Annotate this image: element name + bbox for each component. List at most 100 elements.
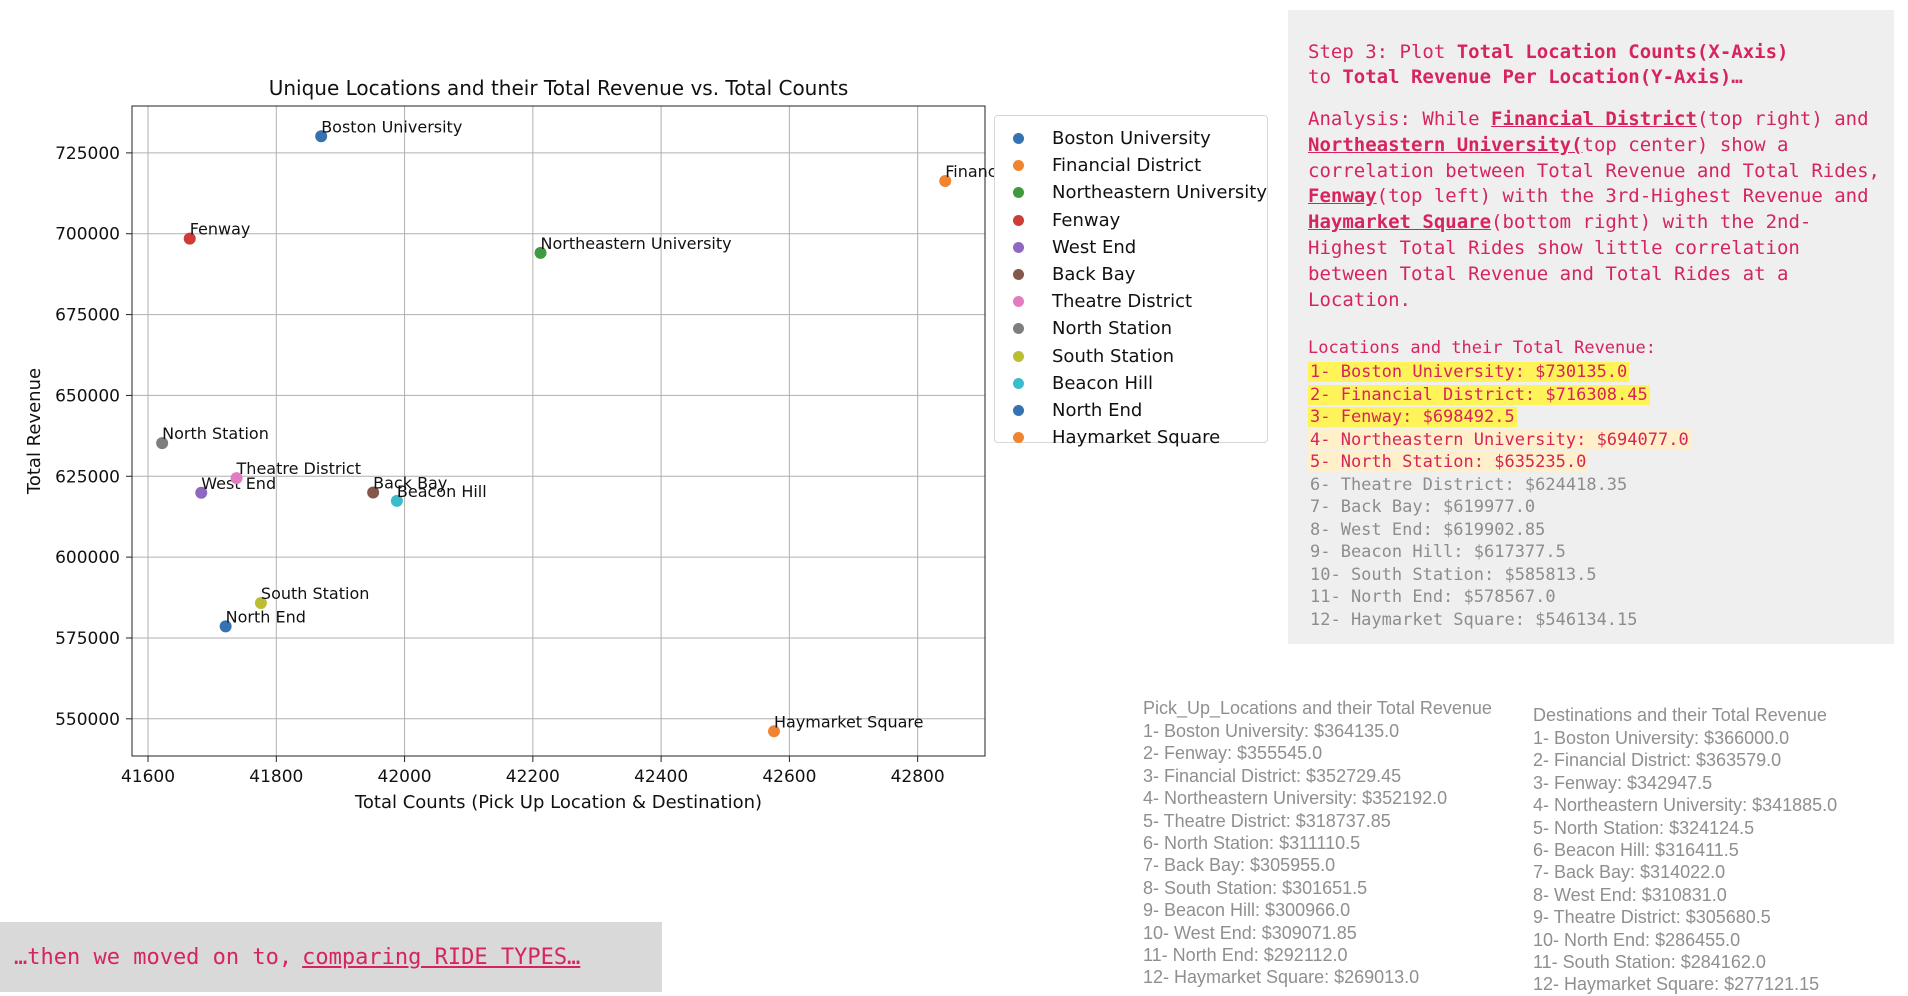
data-point: [219, 620, 232, 633]
data-point: [767, 725, 780, 738]
data-point-label: North End: [226, 607, 306, 626]
data-point-label: North Station: [162, 424, 269, 443]
list-item: 8- South Station: $301651.5: [1143, 877, 1368, 898]
data-point: [230, 472, 243, 485]
list-item: 5- North Station: $324124.5: [1533, 817, 1755, 838]
legend-label: Haymarket Square: [1052, 427, 1221, 449]
list-item: 8- West End: $310831.0: [1533, 884, 1727, 905]
data-point-label: Haymarket Square: [774, 712, 924, 731]
legend-label: South Station: [1052, 345, 1175, 367]
revenue-item: 2- Financial District: $716308.45: [1308, 384, 1650, 405]
list-item: 1- Boston University: $364135.0: [1143, 721, 1400, 741]
legend-item: South Station: [1013, 343, 1174, 370]
destination-list-title: Destinations and their Total Revenue: [1533, 705, 1827, 725]
data-point: [254, 596, 267, 609]
revenue-item: 1- Boston University: $730135.0: [1308, 362, 1630, 382]
x-tick-label: 41800: [249, 767, 303, 787]
legend-marker: [1013, 350, 1024, 362]
analysis-text: (bottom right) with the 2nd-Highest Tota…: [1308, 211, 1812, 311]
revenue-item: 7- Back Bay: $619977.0: [1310, 497, 1536, 517]
list-item: 9- Beacon Hill: $300966.0: [1143, 900, 1351, 921]
revenue-item: 5- North Station: $635235.0: [1308, 452, 1589, 472]
list-item: 11- North End: $292112.0: [1143, 944, 1348, 965]
revenue-list: 1- Boston University: $730135.0 2- Finan…: [1308, 361, 1691, 631]
analysis-emphasis: Financial District: [1491, 108, 1697, 130]
list-item: 12- Haymarket Square: $269013.0: [1143, 967, 1420, 988]
step-title-line2: to Total Revenue Per Location(Y-Axis)…: [1308, 65, 1743, 90]
legend-item: Theatre District: [1013, 288, 1192, 315]
pickup-revenue-list: Pick_Up_Locations and their Total Revenu…: [1143, 697, 1492, 989]
legend-marker: [1013, 405, 1024, 416]
list-item: 1- Boston University: $366000.0: [1533, 728, 1790, 748]
ride-types-link[interactable]: comparing RIDE TYPES…: [302, 944, 581, 970]
analysis-emphasis: Haymarket Square: [1308, 211, 1492, 234]
legend-label: Fenway: [1052, 209, 1121, 231]
analysis-panel: Step 3: Plot Total Location Counts(X-Axi…: [1288, 10, 1894, 644]
list-item: 4- Northeastern University: $352192.0: [1143, 788, 1448, 809]
legend-marker: [1013, 323, 1024, 335]
revenue-item: 6- Theatre District: $624418.35: [1310, 474, 1628, 495]
list-item: 7- Back Bay: $314022.0: [1533, 862, 1726, 883]
legend-label: Theatre District: [1052, 291, 1193, 313]
list-item: 7- Back Bay: $305955.0: [1143, 855, 1336, 876]
data-point-label: Beacon Hill: [397, 482, 487, 501]
data-point: [939, 174, 952, 187]
y-tick-label: 725000: [55, 144, 120, 164]
legend-marker: [1013, 160, 1024, 172]
destination-revenue-list: Destinations and their Total Revenue 1- …: [1533, 704, 1837, 996]
list-item: 10- North End: $286455.0: [1533, 929, 1741, 950]
legend-item: Boston University: [1013, 125, 1211, 152]
legend-item: North End: [1013, 397, 1142, 424]
step-bold-text: Total Revenue Per Location(Y-Axis)…: [1342, 66, 1743, 88]
data-point: [315, 130, 328, 143]
revenue-item: 9- Beacon Hill: $617377.5: [1310, 542, 1566, 562]
x-tick-label: 42400: [634, 767, 688, 787]
revenue-item: 11- North End: $578567.0: [1310, 587, 1556, 607]
list-item: 9- Theatre District: $305680.5: [1533, 907, 1771, 928]
y-tick-label: 600000: [55, 548, 120, 568]
data-point-label: South Station: [261, 584, 369, 603]
list-item: 2- Financial District: $363579.0: [1533, 750, 1782, 771]
data-point-label: Boston University: [321, 117, 462, 136]
legend-marker: [1013, 133, 1024, 144]
analysis-paragraph: Analysis: While Financial District(top r…: [1308, 107, 1888, 313]
data-point: [183, 232, 196, 245]
legend-label: Beacon Hill: [1052, 372, 1154, 394]
legend-marker: [1013, 187, 1024, 199]
data-point-label: Fenway: [190, 220, 251, 239]
step-text: Step 3: Plot: [1308, 41, 1457, 63]
list-item: 12- Haymarket Square: $277121.15: [1533, 974, 1820, 995]
analysis-text: Analysis: While: [1308, 108, 1492, 130]
x-tick-label: 42600: [762, 767, 816, 787]
y-tick-label: 650000: [55, 386, 120, 406]
data-point-label: Northeastern University: [541, 234, 732, 253]
x-tick-label: 42800: [891, 767, 945, 787]
revenue-item: 12- Haymarket Square: $546134.15: [1310, 609, 1638, 630]
pickup-list-title: Pick_Up_Locations and their Total Revenu…: [1143, 698, 1492, 718]
legend-item: West End: [1013, 234, 1136, 261]
legend-item: Back Bay: [1013, 261, 1135, 288]
list-item: 2- Fenway: $355545.0: [1143, 743, 1323, 764]
legend-item: Beacon Hill: [1013, 370, 1153, 397]
analysis-text: (top right) and: [1696, 108, 1869, 130]
revenue-item: 4- Northeastern University: $694077.0: [1308, 429, 1691, 450]
data-point: [156, 437, 169, 450]
analysis-text: top center) show a correlation between T…: [1308, 133, 1880, 182]
revenue-item: 8- West End: $619902.85: [1310, 519, 1546, 540]
legend-marker: [1013, 241, 1024, 253]
list-item: 6- North Station: $311110.5: [1143, 832, 1361, 853]
list-item: 3- Fenway: $342947.5: [1533, 772, 1713, 793]
y-axis-label: Total Revenue: [24, 368, 45, 495]
legend-marker: [1013, 214, 1024, 226]
banner-text: …then we moved on to,: [14, 944, 293, 970]
y-tick-label: 550000: [55, 710, 120, 730]
y-tick-label: 700000: [55, 225, 120, 245]
legend-item: Northeastern University: [1013, 179, 1267, 206]
list-item: 11- South Station: $284162.0: [1533, 951, 1766, 972]
legend-item: Financial District: [1013, 152, 1201, 179]
y-tick-label: 625000: [55, 467, 120, 487]
y-tick-label: 675000: [55, 306, 120, 326]
legend-label: Financial District: [1052, 155, 1202, 177]
y-tick-label: 575000: [55, 629, 120, 649]
revenue-list-title: Locations and their Total Revenue:: [1308, 338, 1656, 358]
